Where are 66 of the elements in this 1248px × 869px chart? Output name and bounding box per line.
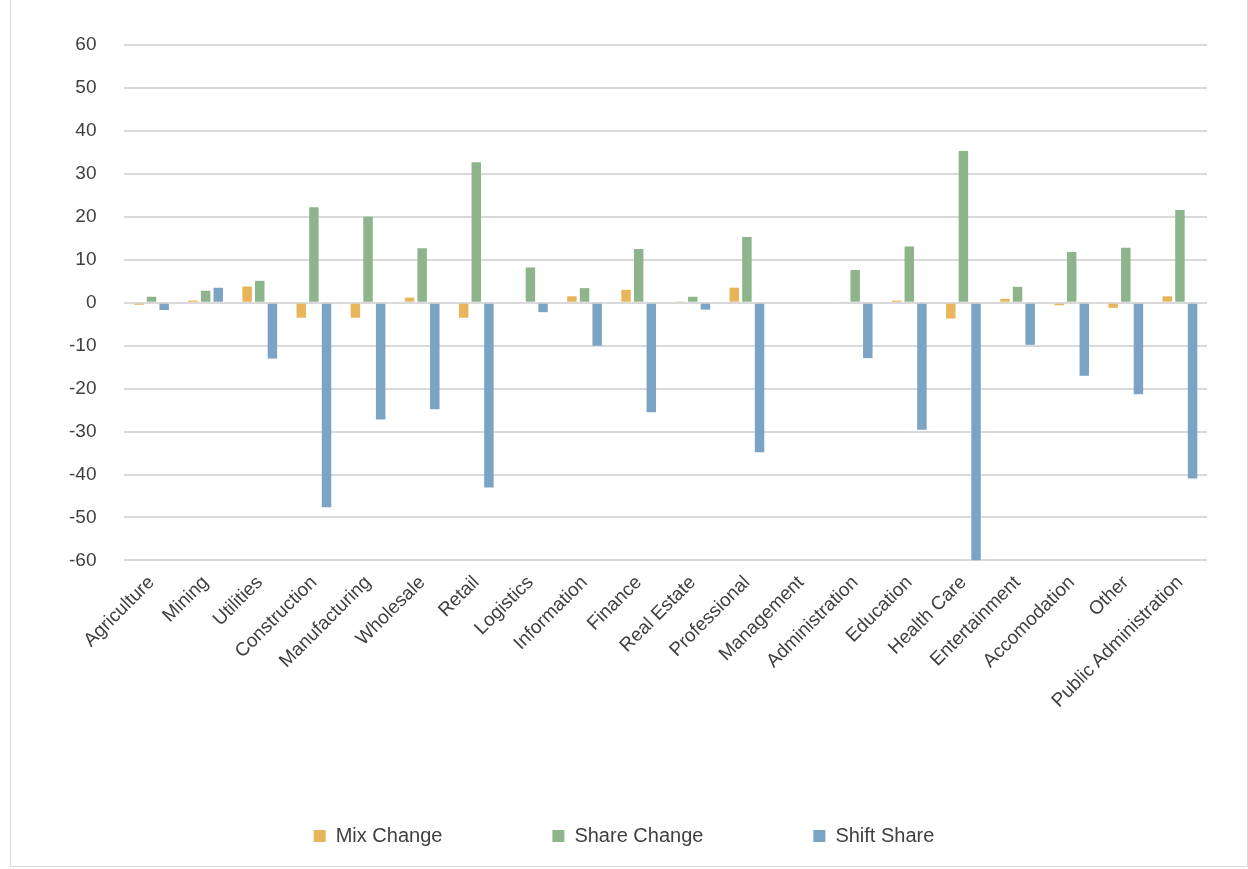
bar <box>296 303 307 318</box>
bar <box>1000 298 1010 302</box>
bar <box>688 296 698 302</box>
y-tick-label: 40 <box>75 119 97 141</box>
bar <box>309 207 319 302</box>
bar <box>404 297 415 302</box>
y-tick-label: -20 <box>68 376 97 398</box>
bar <box>621 289 631 302</box>
y-tick-label: 60 <box>75 33 97 55</box>
bar <box>700 303 711 310</box>
bar <box>958 151 969 302</box>
y-tick-label: -40 <box>68 462 97 484</box>
bar <box>350 303 361 318</box>
legend-label: Mix Change <box>335 823 443 846</box>
bar <box>579 288 590 302</box>
bar <box>1175 209 1185 302</box>
y-tick-label: -60 <box>68 548 97 570</box>
bar <box>471 162 482 302</box>
bar <box>458 303 469 318</box>
bar <box>417 248 427 302</box>
bar <box>484 303 494 488</box>
bar <box>904 246 915 302</box>
bar <box>267 303 278 359</box>
bar <box>1025 303 1035 345</box>
y-tick-label: 10 <box>75 248 97 269</box>
bar <box>863 303 873 359</box>
bar <box>850 270 860 302</box>
bar <box>567 296 577 302</box>
legend-label: Shift Share <box>835 823 935 846</box>
bar <box>375 303 386 420</box>
bar <box>633 249 644 302</box>
y-tick-label: -10 <box>68 333 97 355</box>
bar <box>646 303 657 413</box>
y-tick-label: 20 <box>75 205 97 227</box>
bar <box>946 303 956 319</box>
bar <box>1133 303 1144 395</box>
bar <box>1066 252 1077 302</box>
bar <box>729 287 740 302</box>
bar <box>213 287 224 302</box>
bar <box>742 237 752 302</box>
bar <box>146 296 157 302</box>
y-tick-label: 30 <box>75 162 97 184</box>
y-tick-label: -50 <box>68 505 97 527</box>
bar <box>1012 286 1023 302</box>
bar <box>430 303 440 410</box>
bar <box>321 303 332 508</box>
bar <box>971 303 981 561</box>
bar <box>917 303 927 430</box>
bar <box>1162 296 1173 302</box>
bar <box>1187 303 1198 479</box>
bar <box>1079 303 1090 376</box>
bar <box>1108 303 1118 308</box>
bar <box>538 303 548 313</box>
bar <box>525 267 536 302</box>
y-tick-label: 0 <box>85 290 97 312</box>
bar <box>592 303 602 346</box>
bar <box>159 303 169 311</box>
bar <box>1121 247 1131 302</box>
y-tick-label: -30 <box>68 419 97 441</box>
bar <box>754 303 765 453</box>
y-tick-label: 50 <box>75 76 97 98</box>
bar <box>255 280 265 302</box>
bar <box>242 286 252 302</box>
legend-label: Share Change <box>574 823 704 846</box>
bar <box>200 290 211 302</box>
bar <box>363 216 373 302</box>
